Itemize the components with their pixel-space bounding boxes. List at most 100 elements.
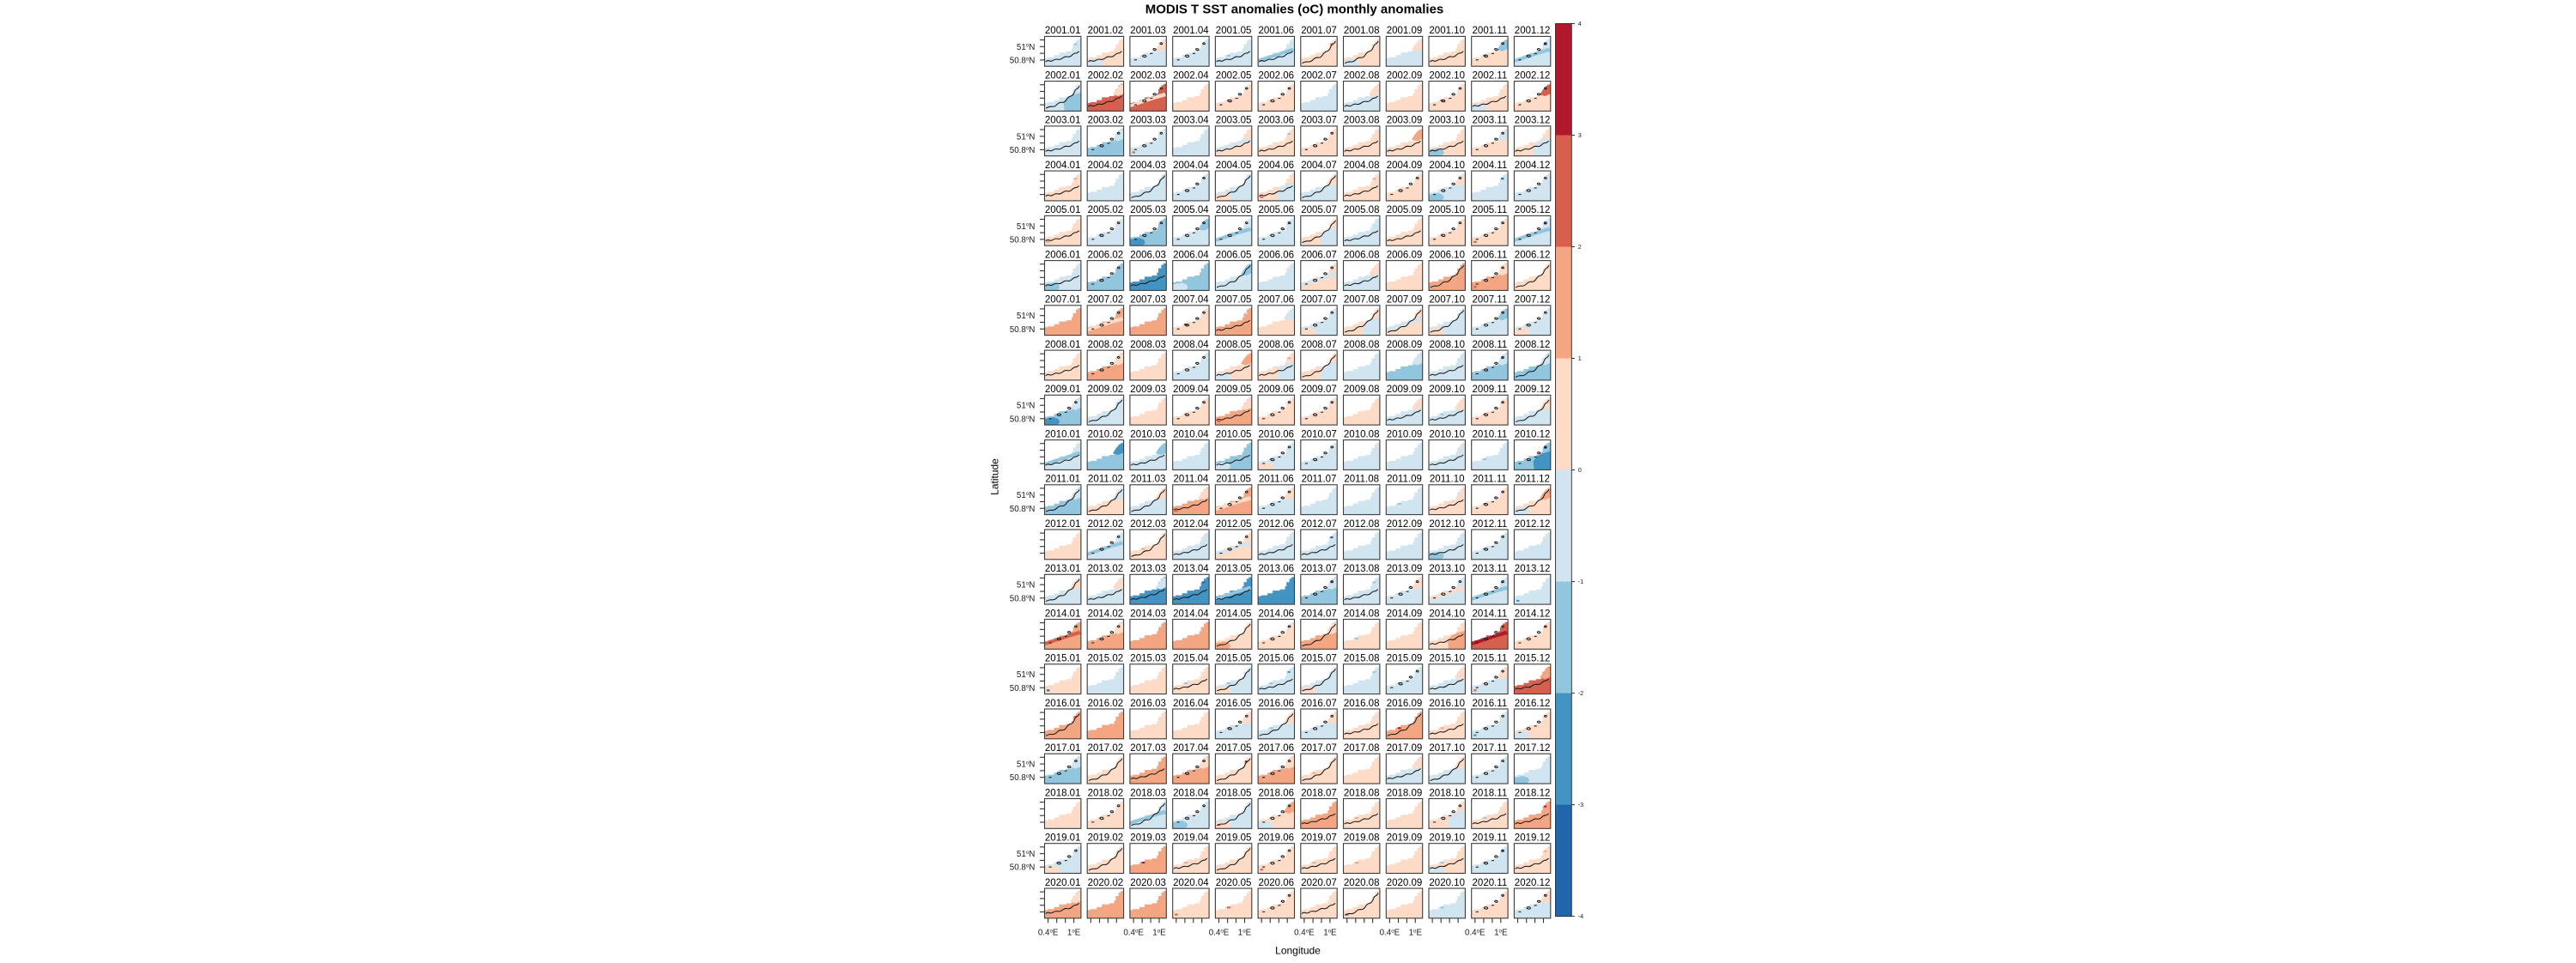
svg-text:2010.04: 2010.04 bbox=[1173, 429, 1209, 439]
svg-text:2012.05: 2012.05 bbox=[1216, 519, 1252, 530]
svg-text:2016.12: 2016.12 bbox=[1515, 699, 1551, 709]
svg-text:2017.06: 2017.06 bbox=[1259, 743, 1295, 754]
svg-text:2001.06: 2001.06 bbox=[1259, 26, 1295, 36]
svg-text:2004.02: 2004.02 bbox=[1088, 160, 1124, 171]
svg-text:51oN: 51oN bbox=[1017, 43, 1035, 52]
svg-text:2014.04: 2014.04 bbox=[1173, 609, 1209, 619]
svg-text:2009.06: 2009.06 bbox=[1259, 385, 1295, 395]
svg-text:2011.08: 2011.08 bbox=[1344, 475, 1379, 485]
svg-text:2020.07: 2020.07 bbox=[1301, 878, 1337, 888]
svg-text:2018.06: 2018.06 bbox=[1259, 788, 1295, 798]
svg-text:2007.04: 2007.04 bbox=[1173, 295, 1209, 306]
svg-text:2017.04: 2017.04 bbox=[1173, 743, 1209, 754]
svg-text:-1: -1 bbox=[1578, 578, 1584, 585]
svg-text:0.4oE: 0.4oE bbox=[1380, 928, 1400, 937]
svg-text:2008.04: 2008.04 bbox=[1173, 340, 1209, 350]
svg-text:2005.11: 2005.11 bbox=[1473, 205, 1508, 215]
svg-text:2019.11: 2019.11 bbox=[1473, 833, 1508, 844]
svg-text:2011.10: 2011.10 bbox=[1430, 475, 1465, 485]
svg-text:2018.04: 2018.04 bbox=[1173, 788, 1209, 798]
svg-text:2008.12: 2008.12 bbox=[1515, 340, 1551, 350]
svg-text:2004.11: 2004.11 bbox=[1473, 160, 1508, 171]
svg-text:2003.09: 2003.09 bbox=[1387, 116, 1423, 126]
svg-text:2009.11: 2009.11 bbox=[1473, 385, 1508, 395]
svg-text:2016.02: 2016.02 bbox=[1088, 699, 1124, 709]
svg-text:2017.10: 2017.10 bbox=[1429, 743, 1465, 754]
svg-text:2012.07: 2012.07 bbox=[1301, 519, 1337, 530]
svg-text:2017.12: 2017.12 bbox=[1515, 743, 1551, 754]
svg-text:2007.01: 2007.01 bbox=[1045, 295, 1081, 306]
svg-text:2008.07: 2008.07 bbox=[1301, 340, 1337, 350]
svg-text:2013.09: 2013.09 bbox=[1387, 564, 1423, 574]
svg-text:2006.09: 2006.09 bbox=[1387, 250, 1423, 260]
svg-text:51oN: 51oN bbox=[1017, 581, 1035, 591]
svg-text:51oN: 51oN bbox=[1017, 222, 1035, 232]
svg-text:2003.06: 2003.06 bbox=[1259, 116, 1295, 126]
svg-text:2002.10: 2002.10 bbox=[1429, 70, 1465, 81]
svg-text:2006.05: 2006.05 bbox=[1216, 250, 1252, 260]
svg-text:51oN: 51oN bbox=[1017, 132, 1035, 142]
svg-text:50.8oN: 50.8oN bbox=[1010, 146, 1036, 155]
svg-text:50.8oN: 50.8oN bbox=[1010, 863, 1036, 873]
svg-text:2004.07: 2004.07 bbox=[1301, 160, 1337, 171]
svg-text:2006.06: 2006.06 bbox=[1259, 250, 1295, 260]
svg-text:2006.08: 2006.08 bbox=[1344, 250, 1380, 260]
svg-text:2006.07: 2006.07 bbox=[1301, 250, 1337, 260]
svg-text:2012.10: 2012.10 bbox=[1429, 519, 1465, 530]
svg-text:50.8oN: 50.8oN bbox=[1010, 684, 1036, 693]
svg-text:2002.03: 2002.03 bbox=[1130, 70, 1166, 81]
svg-text:2002.01: 2002.01 bbox=[1045, 70, 1081, 81]
svg-text:3: 3 bbox=[1578, 131, 1582, 139]
svg-text:2014.10: 2014.10 bbox=[1429, 609, 1465, 619]
svg-text:2005.07: 2005.07 bbox=[1301, 205, 1337, 215]
svg-text:2013.08: 2013.08 bbox=[1344, 564, 1380, 574]
svg-text:2010.01: 2010.01 bbox=[1045, 429, 1081, 439]
svg-text:1oE: 1oE bbox=[1409, 928, 1423, 937]
svg-text:2017.11: 2017.11 bbox=[1473, 743, 1508, 754]
svg-text:2005.10: 2005.10 bbox=[1429, 205, 1465, 215]
svg-text:2001.05: 2001.05 bbox=[1216, 26, 1252, 36]
svg-text:2001.04: 2001.04 bbox=[1173, 26, 1209, 36]
svg-text:2009.09: 2009.09 bbox=[1387, 385, 1423, 395]
svg-text:2007.12: 2007.12 bbox=[1515, 295, 1551, 306]
svg-text:2001.11: 2001.11 bbox=[1473, 26, 1508, 36]
svg-text:2017.07: 2017.07 bbox=[1301, 743, 1337, 754]
svg-text:2020.12: 2020.12 bbox=[1515, 878, 1551, 888]
svg-text:2011.03: 2011.03 bbox=[1131, 475, 1166, 485]
svg-text:2019.03: 2019.03 bbox=[1130, 833, 1166, 844]
svg-text:2017.08: 2017.08 bbox=[1344, 743, 1380, 754]
svg-text:2003.03: 2003.03 bbox=[1130, 116, 1166, 126]
svg-text:2018.09: 2018.09 bbox=[1387, 788, 1423, 798]
svg-text:2004.06: 2004.06 bbox=[1259, 160, 1295, 171]
svg-text:2013.06: 2013.06 bbox=[1259, 564, 1295, 574]
svg-text:2019.02: 2019.02 bbox=[1088, 833, 1124, 844]
svg-text:1oE: 1oE bbox=[1323, 928, 1337, 937]
svg-text:2016.05: 2016.05 bbox=[1216, 699, 1252, 709]
svg-text:2007.06: 2007.06 bbox=[1259, 295, 1295, 306]
svg-text:2018.10: 2018.10 bbox=[1429, 788, 1465, 798]
svg-text:2006.03: 2006.03 bbox=[1130, 250, 1166, 260]
svg-text:2011.06: 2011.06 bbox=[1259, 475, 1294, 485]
svg-text:2008.09: 2008.09 bbox=[1387, 340, 1423, 350]
svg-text:2016.11: 2016.11 bbox=[1473, 699, 1508, 709]
svg-text:2012.06: 2012.06 bbox=[1259, 519, 1295, 530]
svg-text:2018.07: 2018.07 bbox=[1301, 788, 1337, 798]
svg-text:2001.02: 2001.02 bbox=[1088, 26, 1124, 36]
svg-text:2011.05: 2011.05 bbox=[1216, 475, 1251, 485]
svg-text:2017.09: 2017.09 bbox=[1387, 743, 1423, 754]
svg-text:2016.07: 2016.07 bbox=[1301, 699, 1337, 709]
svg-text:2001.12: 2001.12 bbox=[1515, 26, 1551, 36]
svg-text:1oE: 1oE bbox=[1152, 928, 1166, 937]
svg-text:1oE: 1oE bbox=[1494, 928, 1508, 937]
svg-text:2015.11: 2015.11 bbox=[1473, 654, 1508, 664]
svg-text:2018.01: 2018.01 bbox=[1045, 788, 1081, 798]
svg-text:2004.09: 2004.09 bbox=[1387, 160, 1423, 171]
svg-text:2015.07: 2015.07 bbox=[1301, 654, 1337, 664]
svg-text:2009.10: 2009.10 bbox=[1429, 385, 1465, 395]
svg-text:2017.03: 2017.03 bbox=[1130, 743, 1166, 754]
svg-text:2019.01: 2019.01 bbox=[1045, 833, 1081, 844]
svg-text:2010.08: 2010.08 bbox=[1344, 429, 1380, 439]
svg-text:2014.08: 2014.08 bbox=[1344, 609, 1380, 619]
svg-text:2013.12: 2013.12 bbox=[1515, 564, 1551, 574]
svg-text:2008.01: 2008.01 bbox=[1045, 340, 1081, 350]
